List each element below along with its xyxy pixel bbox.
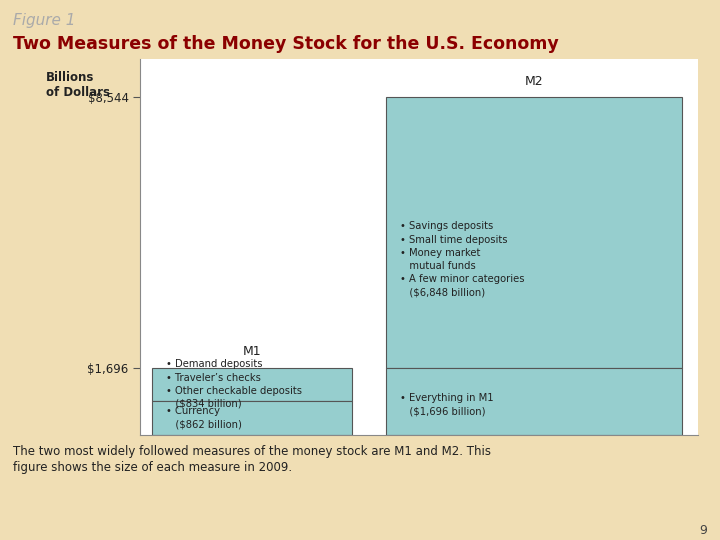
Text: M1: M1 (243, 345, 261, 359)
Text: • Savings deposits
• Small time deposits
• Money market
   mutual funds
• A few : • Savings deposits • Small time deposits… (400, 221, 524, 298)
Text: • Everything in M1
   ($1,696 billion): • Everything in M1 ($1,696 billion) (400, 393, 493, 416)
Text: • Demand deposits
• Traveler’s checks
• Other checkable deposits
   ($834 billio: • Demand deposits • Traveler’s checks • … (166, 360, 302, 409)
Text: M2: M2 (524, 75, 543, 88)
Bar (152, 401, 353, 435)
Text: Two Measures of the Money Stock for the U.S. Economy: Two Measures of the Money Stock for the … (13, 35, 559, 53)
Text: 9: 9 (699, 524, 707, 537)
Bar (386, 97, 682, 368)
Text: Figure 1: Figure 1 (13, 14, 76, 29)
Text: Billions
of Dollars: Billions of Dollars (45, 71, 109, 99)
Text: • Currency
   ($862 billion): • Currency ($862 billion) (166, 406, 241, 429)
Bar (152, 368, 353, 401)
Bar (386, 368, 682, 435)
Text: The two most widely followed measures of the money stock are M1 and M2. This
fig: The two most widely followed measures of… (13, 446, 491, 474)
